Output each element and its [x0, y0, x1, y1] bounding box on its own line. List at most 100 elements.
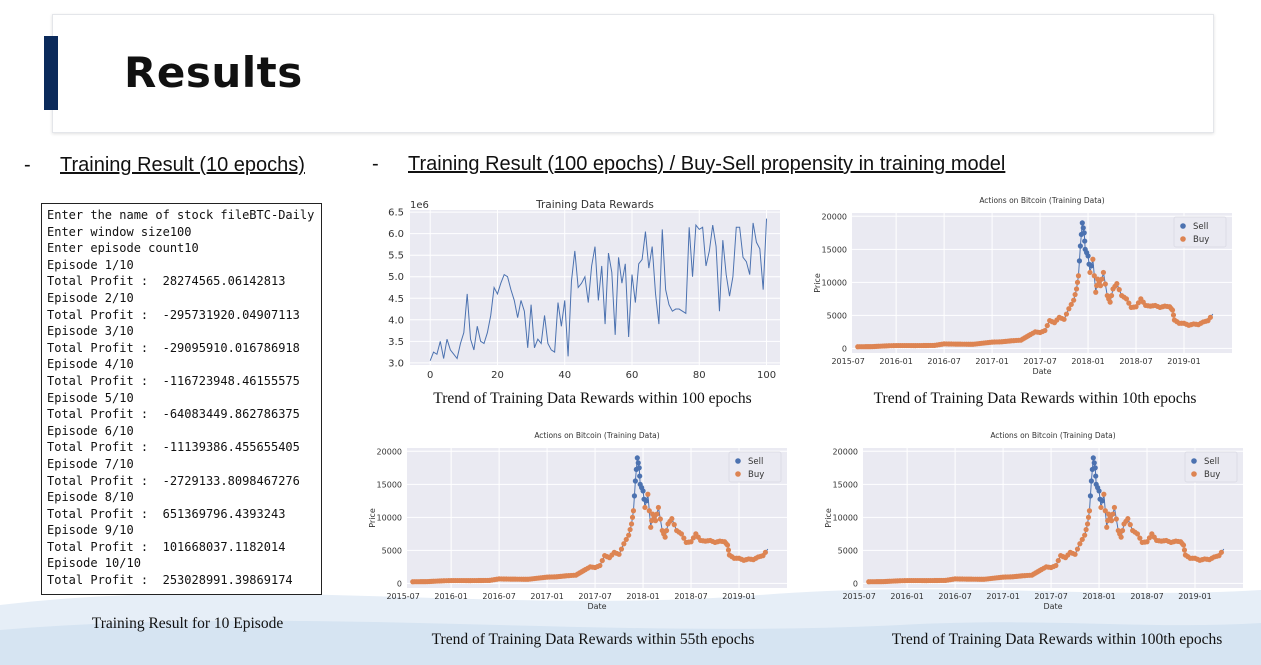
buy-marker — [724, 542, 731, 548]
x-tick-label: 2015-07 — [842, 592, 875, 601]
legend-buy-marker — [1191, 471, 1197, 477]
buy-marker — [618, 546, 625, 552]
buy-marker — [1075, 273, 1082, 279]
sell-marker — [632, 478, 638, 484]
sell-marker — [1077, 243, 1083, 249]
sell-marker — [634, 455, 640, 461]
x-axis-label: Date — [1032, 367, 1051, 376]
sell-marker — [631, 493, 638, 499]
legend-buy-label: Buy — [1193, 235, 1209, 245]
sell-marker — [640, 488, 646, 494]
buy-marker — [662, 534, 668, 540]
x-tick-label: 2016-01 — [890, 592, 923, 601]
buy-marker — [1071, 297, 1077, 303]
buy-marker — [1073, 286, 1080, 292]
buy-marker — [627, 526, 633, 533]
x-tick-label: 2017-07 — [1034, 592, 1067, 601]
y-tick-label: 0 — [853, 579, 858, 588]
x-tick-label: 2016-07 — [927, 357, 960, 366]
buy-marker — [1097, 283, 1104, 289]
buy-marker — [597, 562, 603, 569]
buy-marker — [1090, 256, 1096, 262]
y-tick-label: 15000 — [822, 245, 847, 254]
buy-marker — [1125, 516, 1131, 522]
legend-sell-label: Sell — [1204, 457, 1219, 467]
sell-marker — [1076, 258, 1083, 264]
buy-marker — [1101, 491, 1107, 497]
y-tick-label: 5000 — [838, 546, 858, 555]
buy-marker — [1079, 536, 1085, 543]
console-line: Episode 10/10 — [47, 556, 141, 571]
y-tick-label: 3.5 — [388, 337, 404, 348]
buy-marker — [1093, 289, 1099, 295]
y-tick-label: 10000 — [833, 513, 858, 522]
x-tick-label: 2017-07 — [1023, 357, 1056, 366]
x-tick-label: 80 — [693, 370, 706, 381]
right-bullet-dash: - — [372, 153, 379, 175]
y-tick-label: 4.5 — [388, 294, 404, 305]
buy-marker — [1104, 524, 1110, 530]
x-tick-label: 2015-07 — [831, 357, 864, 366]
legend-sell-marker — [735, 458, 741, 464]
console-line: Episode 3/10 — [47, 324, 134, 339]
legend-buy-marker — [1180, 236, 1186, 242]
buy-marker — [671, 522, 677, 528]
y-axis-label: Price — [813, 273, 822, 293]
buy-marker — [1108, 292, 1115, 299]
x-axis-label: Date — [587, 602, 606, 611]
x-tick-label: 2018-07 — [1119, 357, 1152, 366]
ep10-caption: Trend of Training Data Rewards within 10… — [873, 390, 1197, 407]
x-tick-label: 20 — [491, 370, 504, 381]
sell-marker — [1093, 473, 1099, 479]
buy-marker — [1085, 514, 1092, 520]
y-tick-label: 5000 — [827, 311, 847, 320]
console-line: Episode 4/10 — [47, 357, 134, 372]
y-tick-label: 10000 — [377, 513, 402, 522]
buy-marker — [1102, 281, 1108, 287]
x-tick-label: 2017-01 — [975, 357, 1008, 366]
x-tick-label: 2018-07 — [674, 592, 707, 601]
y-tick-label: 6.5 — [388, 208, 404, 219]
sell-marker — [1085, 253, 1091, 259]
buy-marker — [1098, 504, 1104, 511]
ep100-scatter-chart: 2015-07 2016-01 2016-07 2017-01 2017-07 2018-… — [824, 431, 1243, 611]
console-line: Total Profit : 253028991.39869174 — [47, 573, 293, 588]
console-line: Enter the name of stock fileBTC-Daily — [47, 208, 315, 222]
legend-box — [1173, 216, 1227, 248]
sell-marker — [1090, 455, 1096, 461]
buy-marker — [725, 547, 732, 553]
sell-marker — [1096, 488, 1102, 494]
buy-marker — [599, 557, 605, 564]
sell-marker — [1091, 460, 1097, 466]
y-axis-label: Price — [824, 508, 833, 528]
console-line: Episode 1/10 — [47, 257, 134, 272]
console-caption: Training Result for 10 Episode — [91, 615, 284, 632]
sell-marker — [1080, 225, 1086, 231]
buy-marker — [1091, 273, 1097, 279]
console-line: Total Profit : -116723948.46155575 — [47, 373, 300, 388]
buy-marker — [669, 516, 675, 522]
y-tick-label: 15000 — [377, 480, 402, 489]
rewards-series-line — [429, 218, 768, 361]
sell-marker — [636, 465, 642, 471]
y-tick-label: 3.0 — [388, 358, 404, 369]
buy-marker — [1072, 291, 1078, 298]
buy-marker — [1133, 304, 1139, 310]
x-tick-label: 2017-01 — [530, 592, 563, 601]
sell-marker — [1079, 220, 1085, 226]
sell-marker — [1088, 478, 1094, 484]
buy-marker — [1099, 276, 1105, 282]
legend-sell-marker — [1191, 458, 1197, 464]
buy-marker — [655, 504, 662, 511]
rewards-line-chart: 0 20 40 60 80 100 3.0 3.5 4.0 4.5 5.0 5.5 6.0 6.5 1e6 T… — [388, 199, 780, 381]
legend-box — [1184, 451, 1238, 483]
sell-marker — [1081, 230, 1087, 236]
sell-marker — [637, 473, 643, 479]
ep55-caption: Trend of Training Data Rewards within 55… — [431, 631, 755, 648]
buy-marker — [1042, 327, 1048, 334]
y-tick-label: 0 — [397, 579, 402, 588]
x-tick-label: 2017-01 — [986, 592, 1019, 601]
buy-marker — [1086, 508, 1093, 514]
x-tick-label: 60 — [626, 370, 639, 381]
y-tick-label: 5.5 — [388, 251, 404, 262]
